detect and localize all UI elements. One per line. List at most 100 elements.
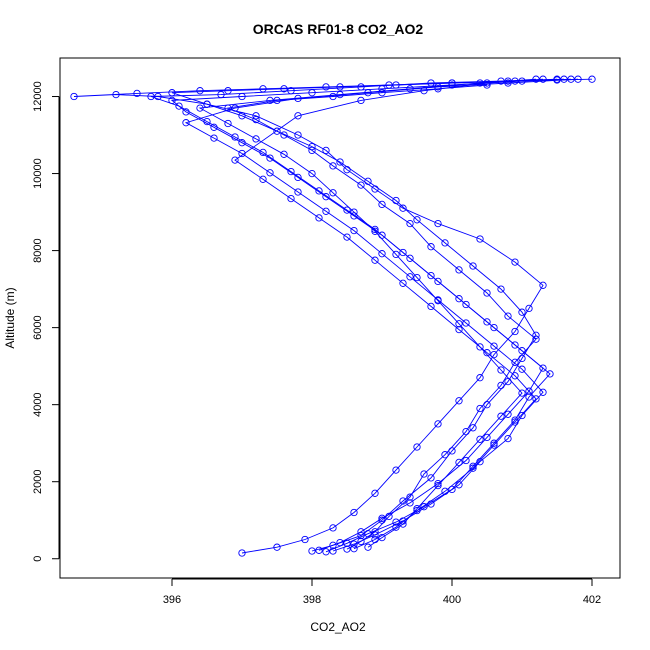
data-point [469,424,477,432]
data-point [294,173,302,182]
data-point [287,167,295,176]
data-point [350,540,358,548]
data-point [518,308,526,316]
data-point [350,545,358,553]
data-point [476,404,484,413]
data-point [455,266,463,274]
data-point [364,543,372,551]
data-point [497,381,505,390]
data-point [574,75,582,83]
data-point [266,96,274,105]
data-point [287,87,295,95]
x-axis: 396 398 400 402 [163,578,601,606]
data-point [343,233,351,241]
data-point [112,90,120,99]
data-point [560,75,568,83]
data-point [448,485,456,494]
data-point [238,112,246,120]
data-point [476,458,484,466]
data-point [371,535,379,544]
data-point [210,134,218,142]
y-tick-label: 0 [32,556,44,562]
data-point [518,347,526,355]
series-line [198,78,537,548]
data-point [392,250,400,259]
data-point [413,273,421,282]
data-point [525,304,533,313]
data-point [399,517,407,525]
data-point [511,372,519,380]
data-point [588,75,596,83]
data-point [392,518,400,526]
data-point [266,154,274,162]
series-2 [168,75,561,555]
data-point [455,397,463,405]
data-point [252,115,260,124]
data-point [357,537,365,546]
data-point [259,148,267,157]
data-point [336,158,344,166]
y-tick-label: 6000 [32,315,44,339]
data-point [441,451,449,459]
data-point [539,364,547,372]
data-point [196,104,204,112]
series-1 [70,75,596,557]
series-line [73,78,593,554]
series-line [171,78,558,552]
series-line [234,78,544,550]
y-axis: 0 2000 4000 6000 8000 10000 12000 [32,81,60,562]
data-point [294,131,302,139]
data-point [315,187,323,195]
data-point [308,169,316,178]
x-tick-label: 402 [583,594,601,606]
data-point [350,508,358,517]
data-point [357,83,365,91]
data-point [259,175,267,183]
data-point [476,435,484,443]
data-point [252,112,260,120]
data-point [518,365,526,373]
data-point [462,427,470,436]
data-point [504,434,512,443]
data-point [532,395,540,403]
data-point [539,75,547,83]
data-point [203,117,211,126]
data-point [329,524,337,532]
data-point [378,200,386,209]
data-point [539,388,547,396]
series-3 [224,81,540,553]
data-point [476,374,484,382]
data-point [469,464,477,472]
data-point [231,156,239,164]
data-point [371,489,379,497]
data-point [525,387,533,395]
data-point [490,342,498,350]
data-point [322,207,330,215]
data-point [406,273,414,281]
data-point [252,135,260,143]
data-point [329,92,337,101]
data-point [280,85,288,93]
data-point [434,277,442,286]
data-point [434,296,442,304]
data-point [357,96,365,105]
data-point [322,548,330,556]
data-point [357,528,365,536]
data-point [462,319,470,327]
data-point [371,531,379,539]
data-point [322,146,330,155]
data-point [280,150,288,158]
data-point [343,545,351,553]
series-6 [147,75,568,554]
y-tick-label: 4000 [32,392,44,416]
data-point [357,181,365,189]
data-point [224,119,232,128]
series-line [226,84,537,550]
data-point [196,87,204,95]
data-point [511,341,519,349]
series-4 [168,75,575,556]
data-point [399,248,407,257]
data-point [406,219,414,228]
data-point [336,538,344,547]
